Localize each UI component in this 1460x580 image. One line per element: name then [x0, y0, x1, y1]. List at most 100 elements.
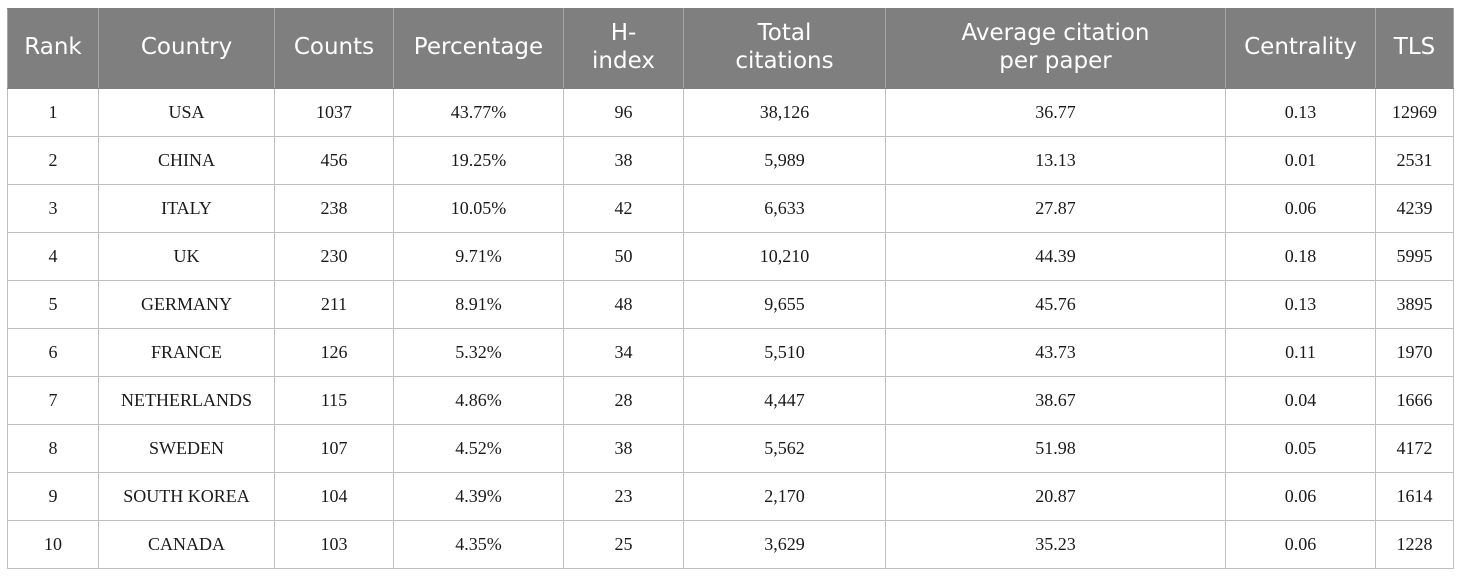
cell-counts: 456 — [274, 136, 394, 185]
cell-h-index: 42 — [563, 184, 684, 233]
cell-average-citation: 38.67 — [885, 376, 1226, 425]
cell-h-index: 34 — [563, 328, 684, 377]
header-average-citation: Average citation per paper — [885, 8, 1226, 89]
cell-tls: 1614 — [1375, 472, 1454, 521]
cell-counts: 211 — [274, 280, 394, 329]
cell-h-index: 23 — [563, 472, 684, 521]
cell-country: SWEDEN — [98, 424, 275, 473]
cell-centrality: 0.18 — [1225, 232, 1376, 281]
cell-percentage: 8.91% — [393, 280, 564, 329]
table-body: 1 USA 1037 43.77% 96 38,126 36.77 0.13 12969 2 CHI… — [7, 88, 1454, 569]
cell-average-citation: 43.73 — [885, 328, 1226, 377]
cell-country: USA — [98, 88, 275, 137]
table-row: 1 USA 1037 43.77% 96 38,126 36.77 0.13 12969 — [7, 88, 1454, 137]
cell-country: GERMANY — [98, 280, 275, 329]
table-row: 9 SOUTH KOREA 104 4.39% 23 2,170 20.87 0.06 1614 — [7, 472, 1454, 521]
cell-tls: 1228 — [1375, 520, 1454, 569]
table-row: 8 SWEDEN 107 4.52% 38 5,562 51.98 0.05 4172 — [7, 424, 1454, 473]
country-ranking-table: Rank Country Counts Percentage H-index T… — [7, 8, 1454, 569]
cell-total-citations: 38,126 — [683, 88, 886, 137]
cell-h-index: 38 — [563, 424, 684, 473]
cell-counts: 1037 — [274, 88, 394, 137]
cell-total-citations: 5,989 — [683, 136, 886, 185]
cell-total-citations: 6,633 — [683, 184, 886, 233]
cell-centrality: 0.13 — [1225, 280, 1376, 329]
cell-tls: 4172 — [1375, 424, 1454, 473]
cell-counts: 126 — [274, 328, 394, 377]
header-row: Rank Country Counts Percentage H-index T… — [7, 8, 1454, 89]
table-row: 7 NETHERLANDS 115 4.86% 28 4,447 38.67 0.04 1666 — [7, 376, 1454, 425]
cell-country: ITALY — [98, 184, 275, 233]
cell-percentage: 9.71% — [393, 232, 564, 281]
cell-percentage: 4.52% — [393, 424, 564, 473]
cell-rank: 5 — [7, 280, 99, 329]
cell-country: CHINA — [98, 136, 275, 185]
cell-h-index: 48 — [563, 280, 684, 329]
cell-counts: 104 — [274, 472, 394, 521]
cell-h-index: 50 — [563, 232, 684, 281]
cell-h-index: 25 — [563, 520, 684, 569]
cell-percentage: 4.35% — [393, 520, 564, 569]
cell-percentage: 5.32% — [393, 328, 564, 377]
table-row: 4 UK 230 9.71% 50 10,210 44.39 0.18 5995 — [7, 232, 1454, 281]
header-total-citations: Total citations — [683, 8, 886, 89]
table-row: 10 CANADA 103 4.35% 25 3,629 35.23 0.06 1228 — [7, 520, 1454, 569]
cell-total-citations: 5,510 — [683, 328, 886, 377]
country-ranking-table-container: Rank Country Counts Percentage H-index T… — [7, 8, 1454, 569]
cell-country: FRANCE — [98, 328, 275, 377]
cell-average-citation: 44.39 — [885, 232, 1226, 281]
cell-rank: 7 — [7, 376, 99, 425]
cell-average-citation: 35.23 — [885, 520, 1226, 569]
cell-centrality: 0.05 — [1225, 424, 1376, 473]
header-percentage: Percentage — [393, 8, 564, 89]
cell-tls: 4239 — [1375, 184, 1454, 233]
cell-percentage: 4.86% — [393, 376, 564, 425]
cell-total-citations: 9,655 — [683, 280, 886, 329]
cell-centrality: 0.04 — [1225, 376, 1376, 425]
cell-percentage: 10.05% — [393, 184, 564, 233]
cell-rank: 6 — [7, 328, 99, 377]
cell-total-citations: 3,629 — [683, 520, 886, 569]
cell-average-citation: 36.77 — [885, 88, 1226, 137]
cell-rank: 2 — [7, 136, 99, 185]
cell-country: NETHERLANDS — [98, 376, 275, 425]
cell-average-citation: 13.13 — [885, 136, 1226, 185]
cell-counts: 115 — [274, 376, 394, 425]
cell-percentage: 19.25% — [393, 136, 564, 185]
cell-total-citations: 2,170 — [683, 472, 886, 521]
cell-tls: 2531 — [1375, 136, 1454, 185]
header-country: Country — [98, 8, 275, 89]
cell-rank: 10 — [7, 520, 99, 569]
cell-rank: 4 — [7, 232, 99, 281]
cell-h-index: 38 — [563, 136, 684, 185]
header-counts: Counts — [274, 8, 394, 89]
cell-rank: 9 — [7, 472, 99, 521]
cell-rank: 1 — [7, 88, 99, 137]
cell-average-citation: 27.87 — [885, 184, 1226, 233]
header-tls: TLS — [1375, 8, 1454, 89]
cell-tls: 3895 — [1375, 280, 1454, 329]
header-h-index: H-index — [563, 8, 684, 89]
cell-total-citations: 10,210 — [683, 232, 886, 281]
cell-tls: 1666 — [1375, 376, 1454, 425]
cell-percentage: 4.39% — [393, 472, 564, 521]
cell-counts: 103 — [274, 520, 394, 569]
cell-total-citations: 4,447 — [683, 376, 886, 425]
cell-country: SOUTH KOREA — [98, 472, 275, 521]
cell-centrality: 0.01 — [1225, 136, 1376, 185]
cell-country: UK — [98, 232, 275, 281]
cell-rank: 8 — [7, 424, 99, 473]
cell-counts: 107 — [274, 424, 394, 473]
cell-centrality: 0.06 — [1225, 184, 1376, 233]
cell-centrality: 0.06 — [1225, 472, 1376, 521]
cell-tls: 5995 — [1375, 232, 1454, 281]
table-row: 5 GERMANY 211 8.91% 48 9,655 45.76 0.13 3895 — [7, 280, 1454, 329]
cell-country: CANADA — [98, 520, 275, 569]
cell-centrality: 0.11 — [1225, 328, 1376, 377]
cell-total-citations: 5,562 — [683, 424, 886, 473]
cell-counts: 230 — [274, 232, 394, 281]
cell-centrality: 0.06 — [1225, 520, 1376, 569]
cell-centrality: 0.13 — [1225, 88, 1376, 137]
table-row: 2 CHINA 456 19.25% 38 5,989 13.13 0.01 2531 — [7, 136, 1454, 185]
cell-percentage: 43.77% — [393, 88, 564, 137]
